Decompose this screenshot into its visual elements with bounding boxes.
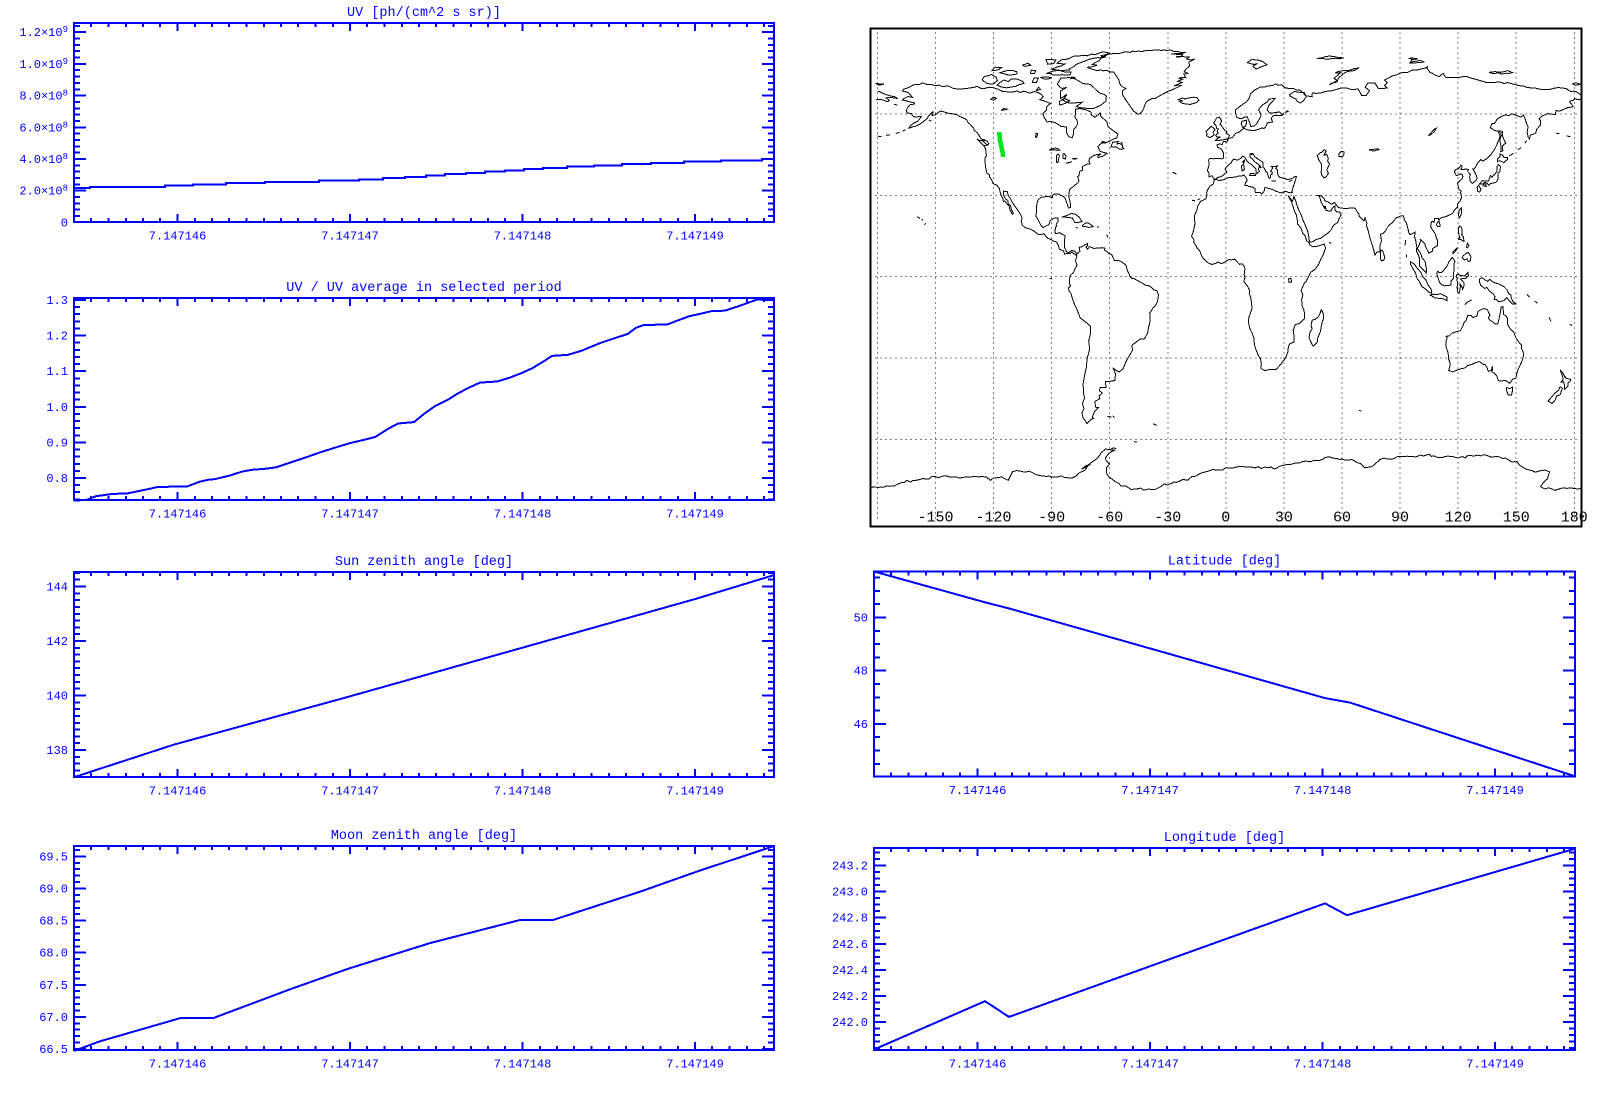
svg-text:48: 48 (854, 665, 868, 679)
svg-text:69.0: 69.0 (39, 883, 68, 897)
svg-text:242.2: 242.2 (832, 990, 868, 1004)
svg-text:7.147147: 7.147147 (1121, 784, 1179, 798)
svg-text:242.4: 242.4 (832, 964, 868, 978)
svg-text:7.147146: 7.147146 (149, 508, 207, 522)
svg-text:0: 0 (1221, 510, 1230, 527)
svg-text:67.5: 67.5 (39, 979, 68, 993)
svg-text:242.0: 242.0 (832, 1016, 868, 1030)
svg-text:-60: -60 (1096, 510, 1123, 527)
svg-text:242.8: 242.8 (832, 912, 868, 926)
svg-text:7.147147: 7.147147 (321, 508, 379, 522)
svg-text:7.147148: 7.147148 (494, 785, 552, 799)
svg-text:7.147148: 7.147148 (494, 230, 552, 244)
svg-text:1.2: 1.2 (46, 330, 68, 344)
svg-text:30: 30 (1275, 510, 1293, 527)
svg-text:68.0: 68.0 (39, 947, 68, 961)
svg-text:UV [ph/(cm^2 s sr)]: UV [ph/(cm^2 s sr)] (347, 6, 501, 21)
svg-text:142: 142 (46, 635, 68, 649)
svg-text:1.2×109: 1.2×109 (19, 25, 68, 40)
svg-text:7.147149: 7.147149 (666, 230, 724, 244)
svg-text:-120: -120 (975, 510, 1011, 527)
svg-text:120: 120 (1445, 510, 1472, 527)
svg-text:242.6: 242.6 (832, 938, 868, 952)
svg-text:Sun zenith angle [deg]: Sun zenith angle [deg] (335, 555, 513, 570)
svg-text:243.0: 243.0 (832, 886, 868, 900)
svg-text:Moon zenith angle [deg]: Moon zenith angle [deg] (331, 829, 517, 844)
svg-text:Latitude [deg]: Latitude [deg] (1168, 555, 1281, 570)
svg-text:7.147147: 7.147147 (1121, 1058, 1179, 1072)
svg-text:7.147149: 7.147149 (666, 785, 724, 799)
svg-text:7.147148: 7.147148 (1294, 784, 1352, 798)
svg-text:-150: -150 (917, 510, 953, 527)
svg-text:7.147146: 7.147146 (149, 1058, 207, 1072)
svg-text:60: 60 (1333, 510, 1351, 527)
svg-text:138: 138 (46, 744, 68, 758)
svg-text:243.2: 243.2 (832, 860, 868, 874)
svg-text:7.147147: 7.147147 (321, 1058, 379, 1072)
svg-text:50: 50 (854, 612, 868, 626)
svg-text:1.0: 1.0 (46, 401, 68, 415)
svg-text:UV / UV average in selected pe: UV / UV average in selected period (286, 281, 561, 296)
svg-text:66.5: 66.5 (39, 1043, 68, 1057)
svg-text:7.147149: 7.147149 (666, 1058, 724, 1072)
svg-text:150: 150 (1503, 510, 1530, 527)
svg-text:144: 144 (46, 581, 68, 595)
svg-text:1.3: 1.3 (46, 294, 68, 308)
svg-text:90: 90 (1391, 510, 1409, 527)
svg-text:7.147147: 7.147147 (321, 785, 379, 799)
svg-text:6.0×108: 6.0×108 (19, 120, 68, 135)
svg-text:Longitude [deg]: Longitude [deg] (1164, 831, 1286, 846)
svg-text:46: 46 (854, 718, 868, 732)
svg-text:69.5: 69.5 (39, 850, 68, 864)
svg-text:1.0×109: 1.0×109 (19, 57, 68, 72)
svg-text:68.5: 68.5 (39, 915, 68, 929)
svg-text:7.147149: 7.147149 (1466, 784, 1524, 798)
svg-text:7.147146: 7.147146 (149, 230, 207, 244)
svg-text:180: 180 (1561, 510, 1588, 527)
svg-text:7.147148: 7.147148 (494, 508, 552, 522)
svg-text:0.9: 0.9 (46, 436, 68, 450)
svg-text:4.0×108: 4.0×108 (19, 152, 68, 167)
svg-text:7.147147: 7.147147 (321, 230, 379, 244)
svg-text:7.147146: 7.147146 (949, 784, 1007, 798)
svg-text:140: 140 (46, 690, 68, 704)
svg-text:7.147149: 7.147149 (1466, 1058, 1524, 1072)
svg-text:2.0×108: 2.0×108 (19, 184, 68, 199)
svg-text:0: 0 (61, 216, 68, 230)
svg-text:7.147146: 7.147146 (949, 1058, 1007, 1072)
svg-text:67.0: 67.0 (39, 1011, 68, 1025)
svg-text:1.1: 1.1 (46, 365, 68, 379)
svg-text:-90: -90 (1038, 510, 1065, 527)
svg-text:7.147148: 7.147148 (494, 1058, 552, 1072)
svg-text:0.8: 0.8 (46, 472, 68, 486)
svg-text:-30: -30 (1154, 510, 1181, 527)
svg-text:7.147149: 7.147149 (666, 508, 724, 522)
svg-text:7.147146: 7.147146 (149, 785, 207, 799)
svg-text:8.0×108: 8.0×108 (19, 89, 68, 104)
svg-text:7.147148: 7.147148 (1294, 1058, 1352, 1072)
